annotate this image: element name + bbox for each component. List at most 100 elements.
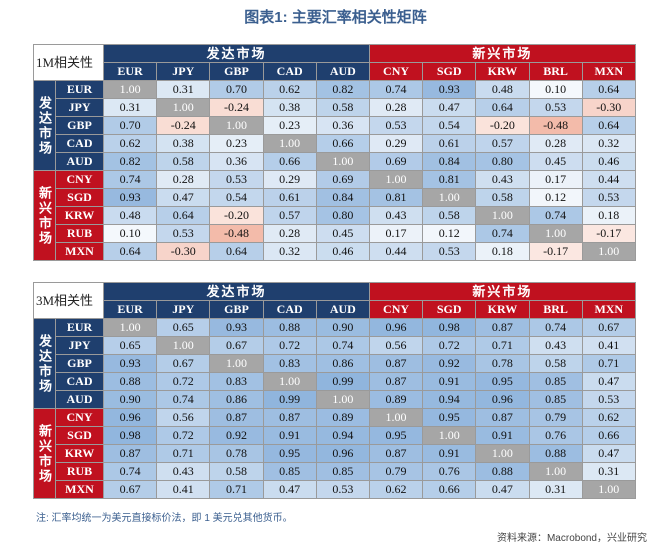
correlation-cell: 0.54: [209, 188, 264, 207]
correlation-cell: 0.95: [475, 372, 530, 391]
table-row: CAD 0.62 0.38 0.23 1.00 0.66 0.29 0.61 0.57 0.28 0…: [34, 134, 636, 153]
correlation-cell: 0.90: [315, 318, 370, 337]
correlation-cell: 1.00: [368, 408, 424, 427]
correlation-cell: 0.66: [315, 134, 370, 153]
correlation-cell: 0.94: [422, 390, 477, 409]
correlation-cell: 0.87: [368, 444, 424, 463]
correlation-cell: 0.53: [315, 480, 370, 499]
correlation-cell: 0.31: [156, 80, 211, 99]
correlation-cell: -0.20: [209, 206, 264, 225]
correlation-cell: 0.87: [209, 408, 264, 427]
row-header-rub: RUB: [55, 462, 104, 481]
correlation-cell: 0.79: [528, 408, 583, 427]
correlation-cell: 0.48: [102, 206, 158, 225]
column-header-krw: KRW: [475, 62, 530, 81]
correlation-cell: 0.56: [156, 408, 211, 427]
correlation-cell: 1.00: [209, 354, 264, 373]
correlation-cell: 0.71: [156, 444, 211, 463]
correlation-cell: 0.92: [209, 426, 264, 445]
correlation-cell: 0.36: [315, 116, 370, 135]
correlation-cell: 0.85: [528, 390, 583, 409]
column-header-mxn: MXN: [581, 300, 636, 319]
table-row: AUD 0.82 0.58 0.36 0.66 1.00 0.69 0.84 0.80 0.45 0…: [34, 152, 636, 171]
correlation-cell: 1.00: [581, 242, 636, 261]
correlation-cell: 0.88: [102, 372, 158, 391]
correlation-cell: 0.53: [581, 188, 636, 207]
correlation-cell: 0.72: [262, 336, 317, 355]
column-header-brl: BRL: [528, 300, 583, 319]
correlation-cell: 0.96: [368, 318, 424, 337]
correlation-cell: 0.29: [368, 134, 424, 153]
column-header-krw: KRW: [475, 300, 530, 319]
correlation-cell: -0.30: [581, 98, 636, 117]
correlation-cell: 0.62: [581, 408, 636, 427]
correlation-cell: 0.67: [581, 318, 636, 337]
row-header-eur: EUR: [55, 80, 104, 99]
correlation-cell: 0.62: [368, 480, 424, 499]
correlation-cell: 0.28: [156, 170, 211, 189]
correlation-cell: 1.00: [528, 224, 583, 243]
correlation-cell: 0.86: [209, 390, 264, 409]
correlation-cell: 0.74: [368, 80, 424, 99]
correlation-cell: 0.78: [209, 444, 264, 463]
row-group-emerging: 新兴市场: [33, 170, 56, 261]
correlation-cell: 0.46: [315, 242, 370, 261]
correlation-cell: 0.67: [209, 336, 264, 355]
correlation-cell: -0.17: [581, 224, 636, 243]
correlation-cell: 0.87: [368, 372, 424, 391]
correlation-cell: -0.24: [156, 116, 211, 135]
row-header-jpy: JPY: [55, 98, 104, 117]
correlation-cell: -0.48: [528, 116, 583, 135]
correlation-cell: 0.23: [262, 116, 317, 135]
correlation-cell: 0.64: [581, 116, 636, 135]
correlation-cell: 0.46: [581, 152, 636, 171]
row-header-sgd: SGD: [55, 188, 104, 207]
correlation-cell: 0.23: [209, 134, 264, 153]
correlation-cell: 0.74: [102, 462, 158, 481]
correlation-cell: 0.72: [156, 372, 211, 391]
table-row: AUD 0.90 0.74 0.86 0.99 1.00 0.89 0.94 0.96 0.85 0…: [34, 390, 636, 409]
row-header-cad: CAD: [55, 372, 104, 391]
correlation-cell: 0.84: [422, 152, 477, 171]
correlation-cell: 0.89: [315, 408, 370, 427]
correlation-cell: 0.44: [581, 170, 636, 189]
correlation-cell: 0.53: [368, 116, 424, 135]
column-header-jpy: JPY: [156, 62, 211, 81]
correlation-cell: 0.53: [209, 170, 264, 189]
row-header-krw: KRW: [55, 206, 104, 225]
correlation-cell: 0.85: [315, 462, 370, 481]
column-header-eur: EUR: [102, 300, 158, 319]
correlation-cell: 0.83: [209, 372, 264, 391]
correlation-cell: 1.00: [102, 318, 158, 337]
column-header-sgd: SGD: [422, 300, 477, 319]
matrix-title: 3M相关性: [33, 282, 104, 319]
row-group-developed: 发达市场: [33, 318, 56, 409]
correlation-cell: 0.67: [102, 480, 158, 499]
correlation-cell: 0.99: [315, 372, 370, 391]
column-header-mxn: MXN: [581, 62, 636, 81]
row-header-aud: AUD: [55, 152, 104, 171]
correlation-cell: 0.74: [102, 170, 158, 189]
correlation-cell: 0.93: [102, 354, 158, 373]
correlation-cell: 0.95: [422, 408, 477, 427]
correlation-cell: 1.00: [422, 426, 477, 445]
matrix-title: 1M相关性: [33, 44, 104, 81]
row-header-eur: EUR: [55, 318, 104, 337]
correlation-cell: 1.00: [422, 188, 477, 207]
correlation-cell: 0.64: [209, 242, 264, 261]
correlation-cell: 0.31: [102, 98, 158, 117]
correlation-cell: 0.86: [315, 354, 370, 373]
correlation-cell: 0.72: [422, 336, 477, 355]
correlation-cell: 0.43: [368, 206, 424, 225]
table-row: 新兴市场 CNY 0.96 0.56 0.87 0.87 0.89 1.00 0.95 0.87 0…: [33, 408, 636, 499]
table-row: SGD 0.98 0.72 0.92 0.91 0.94 0.95 1.00 0.91 0.76 0…: [34, 426, 636, 445]
row-header-aud: AUD: [55, 390, 104, 409]
correlation-cell: 0.70: [102, 116, 158, 135]
table-row: CAD 0.88 0.72 0.83 1.00 0.99 0.87 0.91 0.95 0.85 0…: [34, 372, 636, 391]
correlation-cell: 1.00: [475, 206, 530, 225]
correlation-cell: 0.31: [528, 480, 583, 499]
correlation-cell: 0.81: [422, 170, 477, 189]
correlation-cell: 1.00: [315, 390, 370, 409]
row-header-jpy: JPY: [55, 336, 104, 355]
correlation-cell: 0.58: [156, 152, 211, 171]
